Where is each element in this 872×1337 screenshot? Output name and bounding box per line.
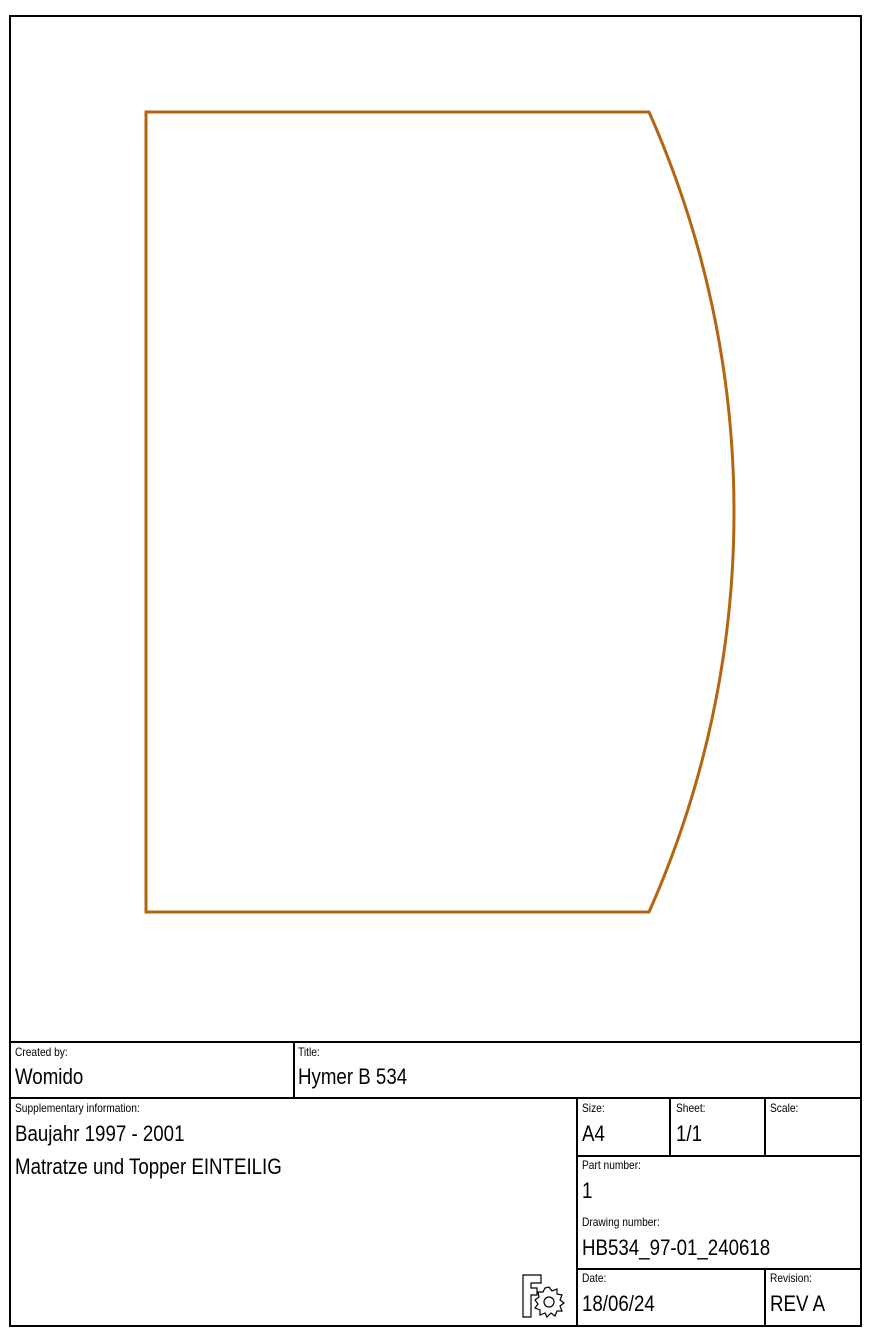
size-value: A4 <box>582 1121 605 1146</box>
created-by-value: Womido <box>15 1064 84 1089</box>
supplementary-line-1: Baujahr 1997 - 2001 <box>15 1121 185 1146</box>
sheet-border <box>9 15 862 1327</box>
sheet-value: 1/1 <box>676 1121 703 1146</box>
revision-label: Revision: <box>770 1271 812 1285</box>
supplementary-line-2: Matratze und Topper EINTEILIG <box>15 1154 282 1179</box>
date-label: Date: <box>582 1271 607 1285</box>
drawing-number-value: HB534_97-01_240618 <box>582 1235 771 1260</box>
part-number-value: 1 <box>582 1178 593 1203</box>
title-block-grid <box>10 1041 861 1326</box>
date-value: 18/06/24 <box>582 1291 655 1316</box>
revision-value: REV A <box>770 1291 826 1316</box>
supplementary-label: Supplementary information: <box>15 1101 140 1115</box>
fusion-logo-icon <box>522 1274 565 1319</box>
title-value: Hymer B 534 <box>298 1064 408 1089</box>
created-by-label: Created by: <box>15 1045 68 1059</box>
part-outline <box>144 110 736 914</box>
size-label: Size: <box>582 1101 605 1115</box>
scale-label: Scale: <box>770 1101 799 1115</box>
part-number-label: Part number: <box>582 1158 641 1172</box>
sheet-label: Sheet: <box>676 1101 706 1115</box>
title-label: Title: <box>298 1045 320 1059</box>
drawing-number-label: Drawing number: <box>582 1215 660 1229</box>
